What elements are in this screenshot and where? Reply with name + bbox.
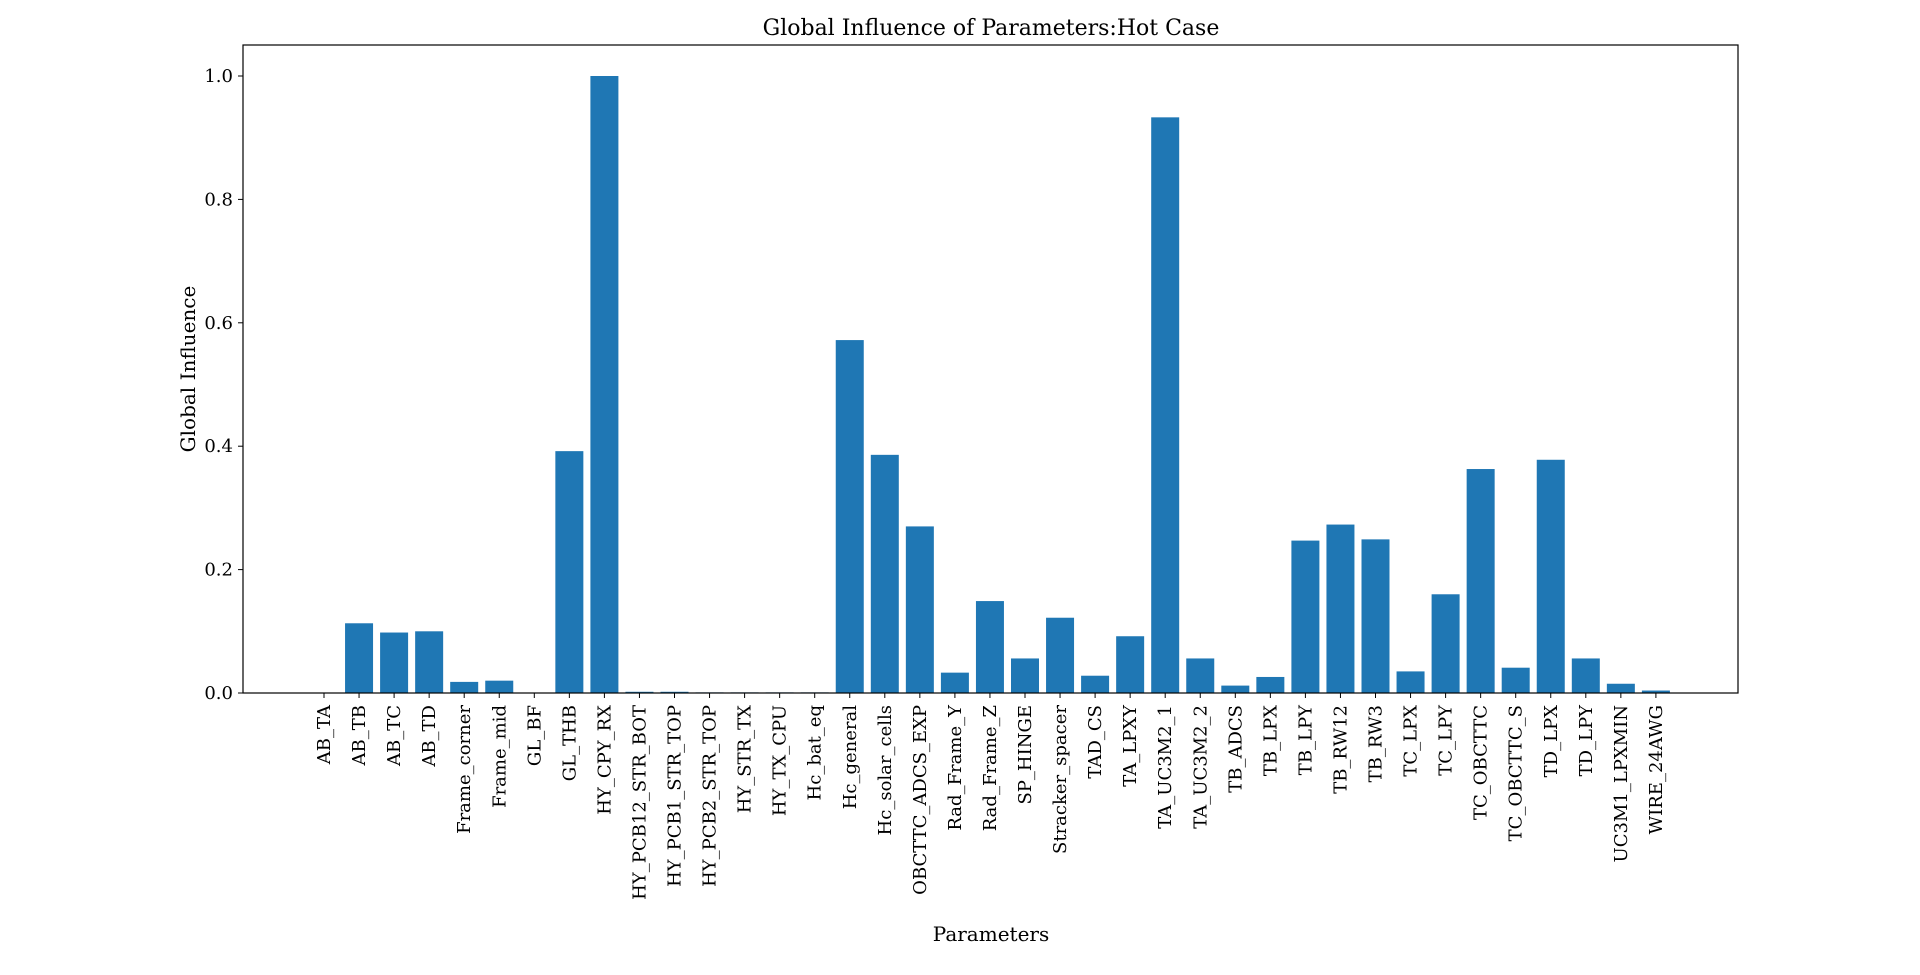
x-tick-label: TA_LPXY <box>1120 704 1141 787</box>
bar-ab_tc <box>380 632 409 693</box>
x-tick-label: Stracker_spacer <box>1050 705 1071 854</box>
x-tick-label: TB_ADCS <box>1225 705 1246 793</box>
x-tick-label: TC_LPX <box>1401 705 1422 777</box>
plot-frame <box>242 44 1739 694</box>
x-axis-label: Parameters <box>933 922 1049 946</box>
x-tick-label: TB_RW3 <box>1366 705 1387 782</box>
y-tick-label: 0.0 <box>204 683 233 704</box>
bar-hy_pcb12_str_bot <box>625 691 654 693</box>
x-tick-label: Hc_bat_eq <box>805 705 826 800</box>
x-tick-label: AB_TC <box>384 705 405 767</box>
x-tick-label: AB_TA <box>314 704 335 765</box>
x-tick-label: SP_HINGE <box>1015 705 1036 805</box>
x-tick-label: HY_CPY_RX <box>594 705 615 815</box>
bar-tc_obcttc <box>1466 469 1495 693</box>
bar-hy_pcb1_str_top <box>660 691 689 693</box>
x-tick-label: HY_TX_CPU <box>770 705 791 816</box>
bar-tb_lpx <box>1256 676 1285 693</box>
y-axis-label: Global Influence <box>176 286 200 453</box>
x-tick-label: HY_PCB2_STR_TOP <box>700 705 721 887</box>
y-tick-label: 0.2 <box>204 560 233 581</box>
bar-sp_hinge <box>1011 658 1039 693</box>
x-tick-label: Frame_corner <box>454 705 475 834</box>
x-tick-label: TC_OBCTTC <box>1471 705 1492 820</box>
bars-layer <box>345 76 1670 694</box>
bar-tb_adcs <box>1221 685 1250 693</box>
x-tick-label: GL_THB <box>559 705 580 781</box>
bar-ab_td <box>415 631 444 693</box>
x-tick-label: HY_STR_TX <box>735 705 756 813</box>
chart-title: Global Influence of Parameters:Hot Case <box>763 16 1220 41</box>
x-tick-label: HY_PCB1_STR_TOP <box>665 705 686 887</box>
x-tick-label: Hc_general <box>840 705 861 810</box>
x-tick-label: Rad_Frame_Z <box>980 705 1001 831</box>
y-tick-label: 0.4 <box>204 436 233 457</box>
x-tick-label: HY_PCB12_STR_BOT <box>629 705 650 900</box>
bar-tc_obcttc_s <box>1501 667 1530 693</box>
bar-ta_lpxy <box>1116 636 1145 693</box>
x-tick-label: UC3M1_LPXMIN <box>1611 705 1632 862</box>
bar-frame_corner <box>450 681 479 693</box>
bar-td_lpx <box>1536 459 1565 693</box>
x-tick-label: AB_TB <box>349 705 370 766</box>
bar-hc_general <box>835 340 864 693</box>
bar-hc_solar_cells <box>870 454 899 693</box>
bar-tb_rw12 <box>1326 524 1355 693</box>
x-tick-label: TB_LPX <box>1260 705 1281 776</box>
x-tick-label: TB_LPY <box>1295 704 1316 775</box>
bar-ta_uc3m2_1 <box>1151 117 1180 694</box>
x-tick-label: Frame_mid <box>489 705 510 808</box>
bar-ab_tb <box>345 623 374 693</box>
bar-td_lpy <box>1571 658 1600 693</box>
bar-ta_uc3m2_2 <box>1186 658 1215 693</box>
x-axis: AB_TA AB_TB AB_TC AB_TD Frame_corner Frame_mi… <box>314 693 1667 900</box>
bar-obcttc_adcs_exp <box>905 526 934 693</box>
bar-rad_frame_y <box>940 672 969 693</box>
x-tick-label: TA_UC3M2_2 <box>1190 705 1211 829</box>
y-tick-label: 1.0 <box>204 66 233 87</box>
bar-wire_24awg <box>1641 690 1670 693</box>
bar-hy_cpy_rx <box>590 76 619 693</box>
bar-tad_cs <box>1081 675 1110 693</box>
x-tick-label: TD_LPX <box>1541 705 1562 778</box>
bar-gl_thb <box>555 451 584 693</box>
x-tick-label: TC_LPY <box>1436 704 1457 776</box>
x-tick-label: TA_UC3M2_1 <box>1155 705 1176 829</box>
x-tick-label: TD_LPY <box>1576 704 1597 777</box>
x-tick-label: TB_RW12 <box>1330 705 1351 794</box>
y-axis: 0.0 0.2 0.4 0.6 0.8 1.0 <box>204 66 243 704</box>
bar-frame_mid <box>485 680 514 693</box>
x-tick-label: TC_OBCTTC_S <box>1506 705 1527 841</box>
bar-tb_lpy <box>1291 540 1320 693</box>
x-tick-label: GL_BF <box>524 705 545 766</box>
x-tick-label: WIRE_24AWG <box>1646 705 1667 834</box>
x-tick-label: TAD_CS <box>1085 705 1106 779</box>
x-tick-label: AB_TD <box>419 705 440 768</box>
y-tick-label: 0.6 <box>204 313 233 334</box>
bar-stracker_spacer <box>1046 617 1075 693</box>
bar-rad_frame_z <box>975 601 1004 693</box>
x-tick-label: Rad_Frame_Y <box>945 704 966 831</box>
x-tick-label: OBCTTC_ADCS_EXP <box>910 705 931 895</box>
bar-uc3m1_lpxmin <box>1606 683 1635 693</box>
bar-tc_lpx <box>1396 671 1425 693</box>
bar-tc_lpy <box>1431 594 1460 693</box>
y-tick-label: 0.8 <box>204 189 233 210</box>
bar-tb_rw3 <box>1361 539 1390 693</box>
x-tick-label: Hc_solar_cells <box>875 705 896 835</box>
